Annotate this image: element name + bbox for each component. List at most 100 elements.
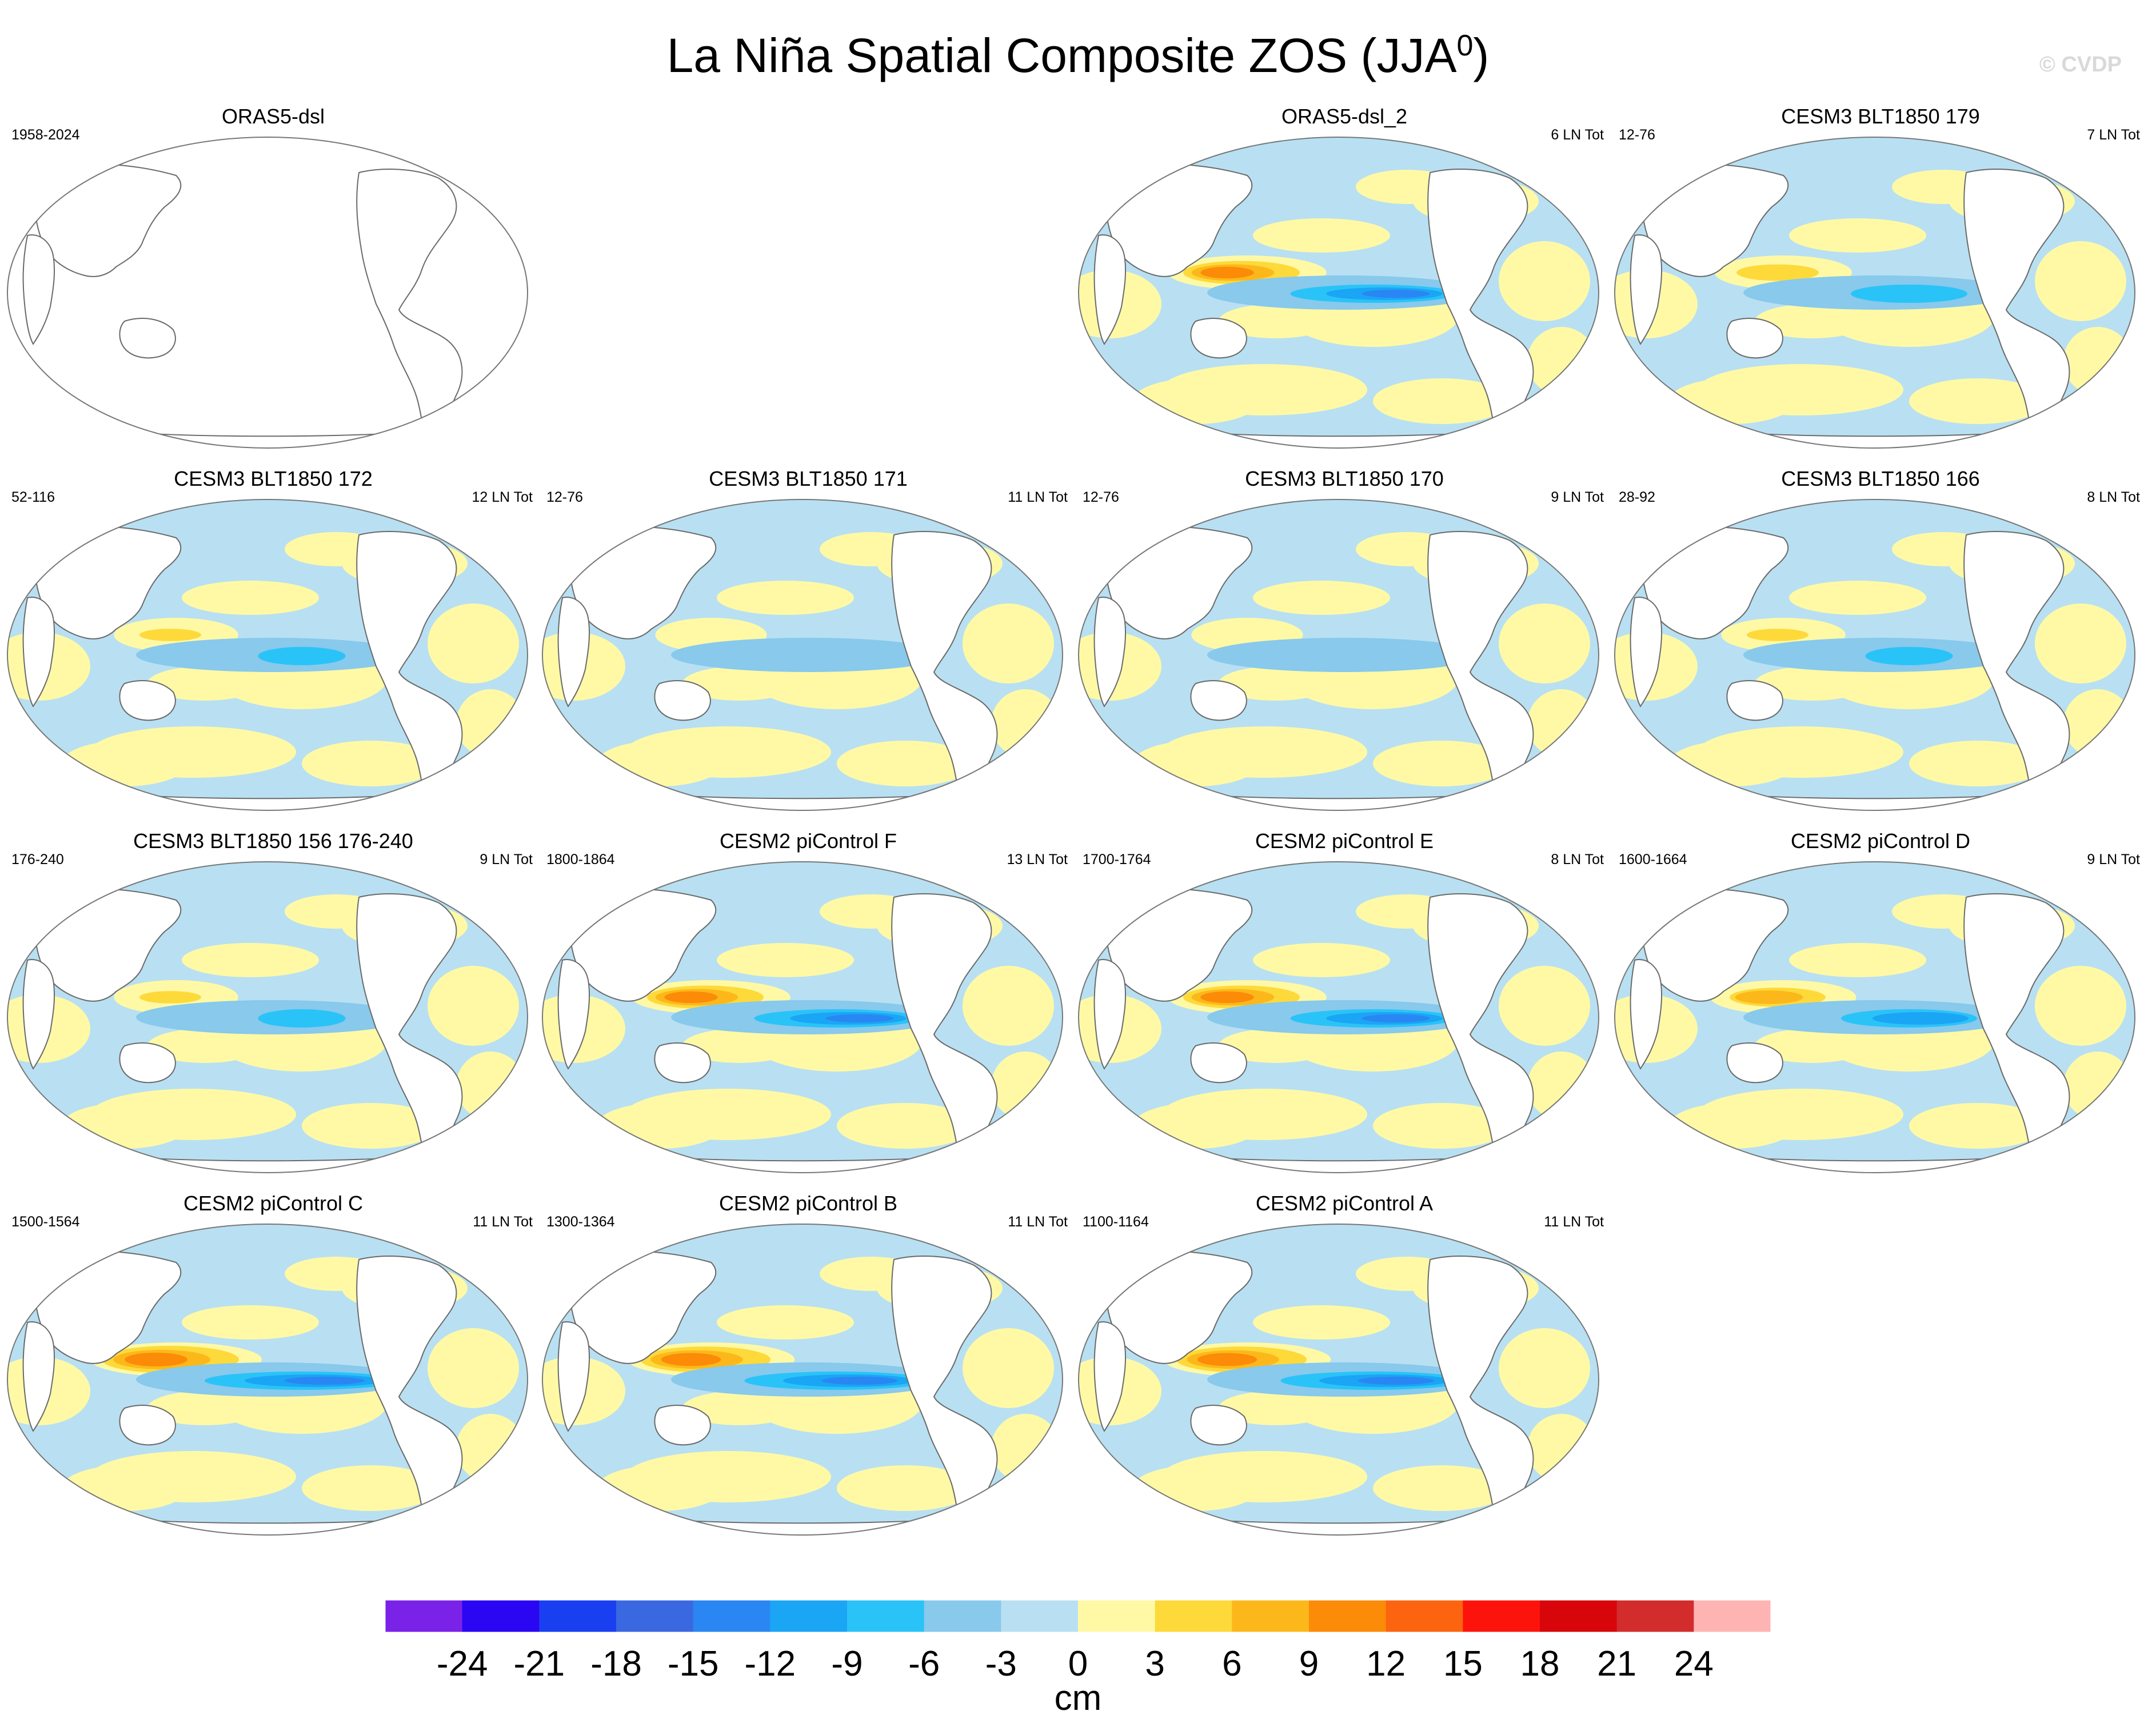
land-americas [356, 1256, 463, 1529]
negative-anomaly-band [1207, 638, 1482, 672]
panel-title: CESM3 BLT1850 171 [709, 467, 908, 490]
positive-anomaly-patch [1253, 1305, 1390, 1340]
positive-anomaly-patch [1789, 581, 1926, 615]
positive-anomaly-patch [682, 1391, 797, 1425]
colorbar-tick-label: 15 [1443, 1644, 1483, 1684]
positive-anomaly-patch [302, 1103, 439, 1149]
panel-title: CESM3 BLT1850 172 [174, 467, 373, 490]
land-americas [891, 893, 998, 1167]
positive-anomaly-patch [682, 666, 797, 701]
panel-event-count: 9 LN Tot [1551, 489, 1604, 505]
colorbar-units-label: cm [1055, 1678, 1102, 1715]
land-australia [654, 1405, 711, 1446]
land-africa [22, 234, 55, 345]
colorbar-tick-label: 12 [1366, 1644, 1406, 1684]
positive-anomaly-patch [963, 603, 1054, 683]
map-plot [1614, 499, 2135, 811]
land-eurasia [1642, 163, 1789, 277]
map-plot [7, 137, 528, 449]
land-americas [1427, 169, 1534, 442]
land-eurasia [34, 888, 182, 1002]
panel-title: CESM3 BLT1850 166 [1781, 467, 1980, 490]
positive-anomaly-patch [837, 741, 974, 786]
land-australia [1190, 1042, 1247, 1084]
colorbar-frame [385, 1600, 1771, 1633]
land-africa [1093, 959, 1127, 1070]
panel-years: 1100-1164 [1083, 1214, 1149, 1230]
land-eurasia [569, 1250, 717, 1364]
positive-anomaly-patch [963, 966, 1054, 1046]
positive-anomaly-patch [1909, 1103, 2046, 1149]
colorbar-tick-label: 0 [1068, 1644, 1088, 1684]
colorbar-tick-label: -9 [831, 1644, 863, 1684]
positive-anomaly-core [661, 1353, 721, 1366]
panel-title: CESM2 piControl C [183, 1192, 364, 1215]
land-americas [1427, 531, 1534, 805]
land-greenland [443, 878, 483, 908]
negative-anomaly-core [258, 647, 346, 665]
map-panel: CESM2 piControl F 1800-1864 13 LN Tot [540, 829, 1077, 1183]
positive-anomaly-core [139, 991, 201, 1004]
positive-anomaly-core [664, 991, 718, 1004]
land-americas [1963, 531, 2070, 805]
land-americas [891, 531, 998, 805]
map-plot [1078, 137, 1599, 449]
positive-anomaly-patch [1373, 1103, 1510, 1149]
colorbar-tick-label: -24 [437, 1644, 488, 1684]
map-border [7, 861, 528, 1173]
land-greenland [1514, 516, 1554, 546]
colorbar-tick-label: 6 [1222, 1644, 1241, 1684]
positive-anomaly-patch [1219, 1029, 1333, 1063]
positive-anomaly-core [1197, 1353, 1257, 1366]
positive-anomaly-patch [991, 1052, 1060, 1120]
colorbar-swatch [693, 1600, 770, 1632]
page-title: La Niña Spatial Composite ZOS (JJA0) [0, 17, 2156, 84]
map-plot [7, 861, 528, 1173]
land-africa [557, 959, 590, 1070]
map-border [542, 861, 1063, 1173]
land-americas [356, 893, 463, 1167]
land-australia [1726, 318, 1783, 359]
positive-anomaly-patch [1253, 218, 1390, 253]
colorbar-tick-label: 3 [1145, 1644, 1164, 1684]
colorbar-swatch [1463, 1600, 1540, 1632]
map-border [1078, 861, 1599, 1173]
land-eurasia [1105, 526, 1253, 639]
map-plot [542, 499, 1063, 811]
positive-anomaly-core [1200, 991, 1254, 1004]
land-africa [22, 597, 55, 707]
positive-anomaly-patch [1755, 1029, 1869, 1063]
land-africa [22, 1321, 55, 1432]
map-border [1614, 499, 2135, 811]
positive-anomaly-patch [2035, 966, 2126, 1046]
land-americas [1427, 893, 1534, 1167]
positive-anomaly-patch [428, 1328, 519, 1408]
map-border [542, 499, 1063, 811]
land-americas [891, 1256, 998, 1529]
colorbar-swatch [1232, 1600, 1309, 1632]
negative-anomaly-core [821, 1377, 898, 1385]
panel-years: 1500-1564 [11, 1214, 80, 1230]
land-greenland [2050, 154, 2090, 183]
land-eurasia [569, 888, 717, 1002]
watermark: © CVDP [2039, 53, 2122, 77]
negative-anomaly-core [1362, 1014, 1430, 1022]
positive-anomaly-patch [991, 1414, 1060, 1482]
land-greenland [443, 154, 483, 183]
negative-anomaly-core [1358, 1377, 1434, 1385]
positive-anomaly-patch [1499, 1328, 1590, 1408]
land-australia [119, 680, 176, 721]
panel-title: ORAS5-dsl [221, 105, 325, 128]
land-greenland [978, 878, 1018, 908]
positive-anomaly-patch [1499, 966, 1590, 1046]
positive-anomaly-patch [1373, 741, 1510, 786]
panel-years: 176-240 [11, 851, 64, 868]
positive-anomaly-patch [963, 1328, 1054, 1408]
negative-anomaly-band [671, 638, 945, 672]
empty-map [7, 137, 528, 448]
colorbar-tick-label: -18 [590, 1644, 642, 1684]
panel-event-count: 7 LN Tot [2087, 127, 2140, 143]
panel-event-count: 8 LN Tot [1551, 851, 1604, 868]
colorbar-tick-label: -3 [985, 1644, 1017, 1684]
colorbar-swatch [924, 1600, 1001, 1632]
